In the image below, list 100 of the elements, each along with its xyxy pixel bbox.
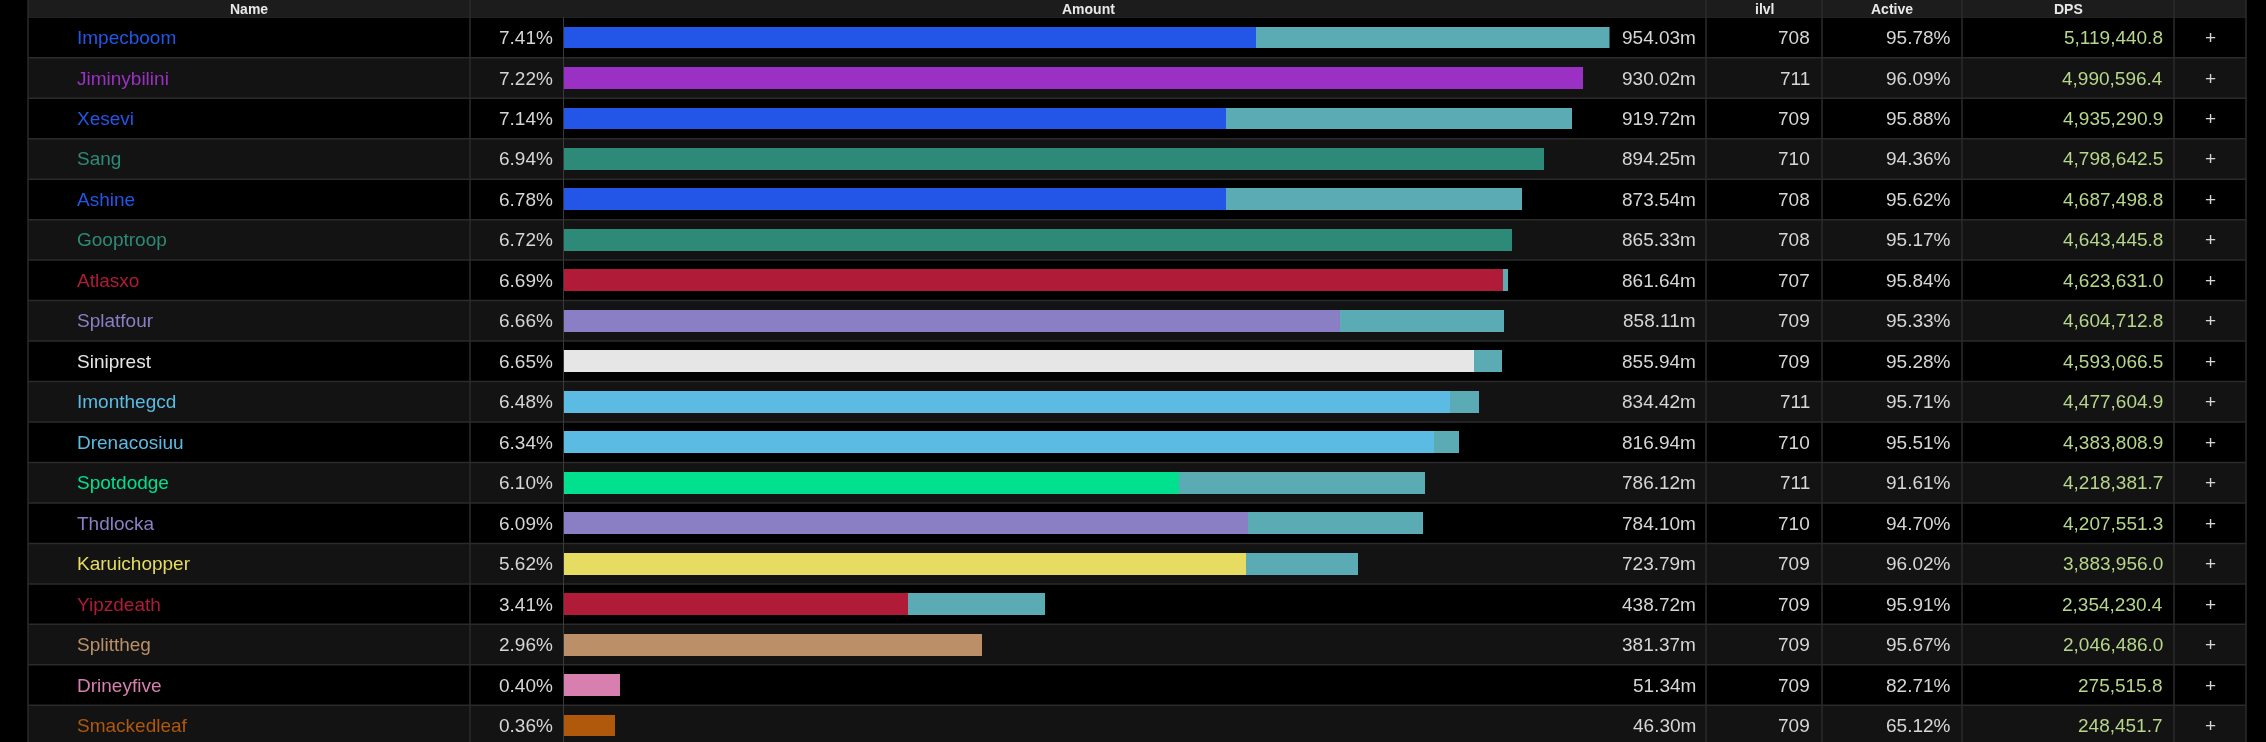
text: 4,687,498.8: [2063, 189, 2164, 210]
text: 4,383,808.9: [2063, 432, 2164, 453]
text: 95.88%: [1886, 108, 1951, 129]
text: 709: [1778, 108, 1810, 129]
bar: [564, 26, 1257, 49]
text: 5,119,440.8: [2064, 27, 2163, 48]
text: 4,593,066.5: [2063, 351, 2164, 372]
text: +: [2205, 68, 2217, 89]
bar: [564, 107, 1226, 130]
text: +: [2205, 432, 2217, 453]
text: 95.28%: [1886, 351, 1951, 372]
text: 6.65%: [499, 351, 553, 372]
text: +: [2205, 189, 2217, 210]
text: 95.17%: [1886, 229, 1951, 250]
text: 954.03m: [1622, 27, 1696, 48]
text: ilvl: [1755, 1, 1775, 17]
bar: [907, 593, 1045, 616]
bar: [1502, 269, 1509, 292]
text: +: [2205, 351, 2217, 372]
text: 711: [1780, 391, 1811, 412]
bar: [564, 552, 1246, 575]
text: 709: [1778, 634, 1810, 655]
text: 707: [1778, 270, 1810, 291]
text: 2,354,230.4: [2062, 594, 2163, 615]
text: 95.67%: [1886, 634, 1951, 655]
text: 65.12%: [1886, 715, 1951, 736]
text: 4,643,445.8: [2063, 229, 2164, 250]
bar: [564, 593, 908, 616]
text: +: [2205, 229, 2217, 250]
y-tick-label: Imonthegcd: [77, 391, 177, 412]
text: 865.33m: [1622, 229, 1696, 250]
bar: [1339, 309, 1504, 332]
text: 4,623,631.0: [2063, 270, 2164, 291]
y-axis-title: Name: [230, 1, 269, 17]
x-axis-title: Amount: [1062, 1, 1116, 17]
text: 94.70%: [1886, 513, 1951, 534]
text: 82.71%: [1886, 675, 1951, 696]
y-tick-label: Jiminybilini: [77, 68, 169, 89]
text: 4,935,290.9: [2063, 108, 2164, 129]
text: Active: [1871, 1, 1914, 17]
text: 6.10%: [499, 472, 553, 493]
text: 438.72m: [1622, 594, 1696, 615]
bar: [564, 309, 1340, 332]
text: 0.36%: [499, 715, 553, 736]
text: 4,990,596.4: [2062, 68, 2163, 89]
text: 858.11m: [1623, 310, 1696, 331]
text: 4,798,642.5: [2063, 148, 2164, 169]
text: 710: [1778, 513, 1810, 534]
text: 91.61%: [1886, 472, 1951, 493]
y-tick-label: Smackedleaf: [77, 715, 188, 736]
text: 784.10m: [1622, 513, 1696, 534]
bar: [564, 512, 1248, 535]
bar: [564, 148, 1544, 170]
text: 7.14%: [499, 108, 553, 129]
y-tick-label: Splittheg: [77, 634, 151, 655]
text: +: [2205, 513, 2217, 534]
text: 95.51%: [1886, 432, 1951, 453]
text: 834.42m: [1622, 391, 1696, 412]
y-tick-label: Atlasxo: [77, 270, 140, 291]
text: 4,218,381.7: [2063, 472, 2164, 493]
text: 95.33%: [1886, 310, 1951, 331]
bar: [564, 633, 983, 656]
text: 711: [1780, 68, 1811, 89]
bar: [564, 390, 1450, 413]
y-tick-label: Drenacosiuu: [77, 432, 184, 453]
text: 96.02%: [1886, 553, 1951, 574]
bar: [564, 431, 1434, 454]
text: 786.12m: [1622, 472, 1696, 493]
bar: [564, 674, 621, 696]
text: +: [2205, 675, 2217, 696]
bar: [1449, 390, 1479, 413]
text: 2,046,486.0: [2063, 634, 2164, 655]
text: 6.78%: [499, 189, 553, 210]
text: 930.02m: [1622, 68, 1696, 89]
text: +: [2205, 553, 2217, 574]
bar: [564, 350, 1474, 373]
text: 861.64m: [1622, 270, 1696, 291]
text: 709: [1778, 675, 1810, 696]
text: 51.34m: [1633, 675, 1697, 696]
text: 96.09%: [1886, 68, 1951, 89]
text: 248,451.7: [2078, 715, 2163, 736]
text: +: [2205, 472, 2217, 493]
text: 723.79m: [1622, 553, 1696, 574]
text: 95.91%: [1886, 594, 1951, 615]
y-tick-label: Xesevi: [77, 108, 135, 129]
text: 709: [1778, 351, 1810, 372]
bar: [1473, 350, 1502, 373]
text: 708: [1778, 229, 1810, 250]
text: 95.62%: [1886, 189, 1951, 210]
text: 709: [1778, 594, 1810, 615]
text: 7.22%: [499, 68, 553, 89]
text: 95.84%: [1886, 270, 1951, 291]
text: +: [2205, 391, 2217, 412]
bar: [1225, 107, 1572, 130]
bar: [1247, 512, 1424, 535]
text: DPS: [2054, 1, 2083, 17]
bar: [1178, 471, 1426, 494]
text: 6.34%: [499, 432, 553, 453]
y-tick-label: Drineyfive: [77, 675, 162, 696]
text: 3.41%: [499, 594, 553, 615]
